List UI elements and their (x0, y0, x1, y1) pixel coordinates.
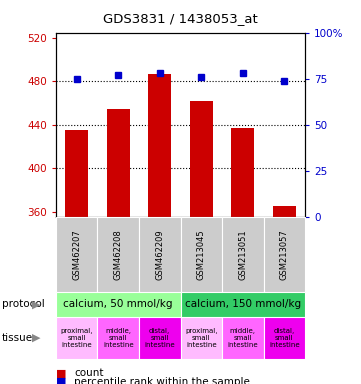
Bar (56, 317, 97, 359)
Bar (56, 217, 97, 292)
Text: ▶: ▶ (32, 299, 40, 310)
Bar (190, 101, 213, 217)
Text: GSM462207: GSM462207 (72, 229, 81, 280)
Bar (97, 317, 139, 359)
Bar (222, 317, 264, 359)
Text: protocol: protocol (2, 299, 44, 310)
Text: GSM462209: GSM462209 (155, 229, 164, 280)
Text: ■: ■ (56, 368, 66, 378)
Text: distal,
small
intestine: distal, small intestine (144, 328, 175, 348)
Bar (107, 109, 130, 217)
Bar (139, 317, 180, 359)
Text: calcium, 50 mmol/kg: calcium, 50 mmol/kg (64, 299, 173, 310)
Bar (264, 317, 305, 359)
Text: proximal,
small
intestine: proximal, small intestine (185, 328, 218, 348)
Bar (65, 130, 88, 217)
Text: ▶: ▶ (32, 333, 40, 343)
Text: calcium, 150 mmol/kg: calcium, 150 mmol/kg (185, 299, 301, 310)
Bar (97, 217, 139, 292)
Text: GSM213045: GSM213045 (197, 229, 206, 280)
Bar (139, 217, 180, 292)
Text: GSM213051: GSM213051 (238, 229, 247, 280)
Bar (231, 128, 254, 217)
Bar (180, 292, 305, 317)
Text: proximal,
small
intestine: proximal, small intestine (60, 328, 93, 348)
Bar (222, 217, 264, 292)
Bar (273, 206, 296, 217)
Text: GSM213057: GSM213057 (280, 229, 289, 280)
Text: count: count (74, 368, 104, 378)
Text: middle,
small
intestine: middle, small intestine (103, 328, 134, 348)
Bar (148, 74, 171, 217)
Bar (56, 292, 180, 317)
Bar (180, 217, 222, 292)
Text: GDS3831 / 1438053_at: GDS3831 / 1438053_at (103, 12, 258, 25)
Bar (264, 217, 305, 292)
Text: percentile rank within the sample: percentile rank within the sample (74, 377, 250, 384)
Text: distal,
small
intestine: distal, small intestine (269, 328, 300, 348)
Text: middle,
small
intestine: middle, small intestine (227, 328, 258, 348)
Text: tissue: tissue (2, 333, 33, 343)
Text: GSM462208: GSM462208 (114, 229, 123, 280)
Bar (180, 317, 222, 359)
Text: ■: ■ (56, 377, 66, 384)
